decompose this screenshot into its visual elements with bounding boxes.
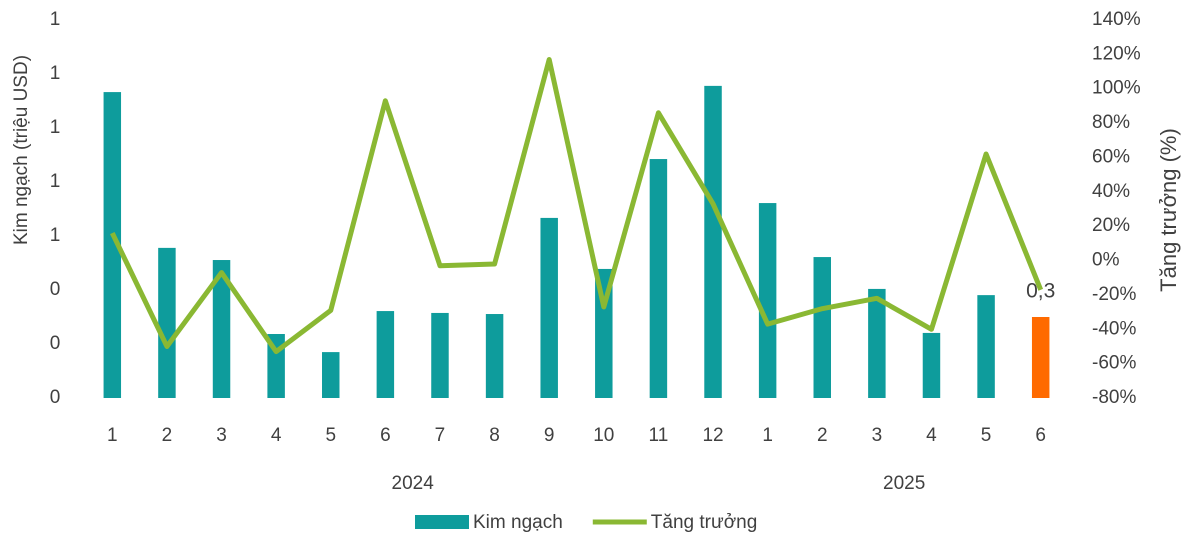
x-tick-label: 12 <box>702 425 723 446</box>
y-tick-label: 1 <box>50 171 61 192</box>
x-tick-label: 1 <box>107 425 118 446</box>
y2-tick-label: -20% <box>1092 284 1136 305</box>
y-tick-label: 1 <box>50 9 61 30</box>
x-tick-label: 4 <box>271 425 282 446</box>
data-label: 0,3 <box>1026 280 1055 303</box>
y2-tick-label: 20% <box>1092 215 1130 236</box>
x-tick-label: 6 <box>1035 425 1046 446</box>
y2-tick-label: -60% <box>1092 353 1136 374</box>
bar <box>704 85 722 398</box>
x-tick-label: 5 <box>981 425 992 446</box>
legend-label: Kim ngạch <box>473 512 563 533</box>
x-group-label: 2024 <box>392 473 435 494</box>
x-tick-label: 11 <box>649 425 669 446</box>
y2-axis-title: Tăng trưởng (%) <box>1156 128 1181 292</box>
bar <box>977 295 995 398</box>
bar <box>540 217 558 398</box>
bar <box>212 260 231 398</box>
y2-tick-label: 120% <box>1092 43 1141 64</box>
x-group-label: 2025 <box>883 473 925 494</box>
bar <box>376 311 395 398</box>
y2-tick-label: -80% <box>1092 387 1136 408</box>
x-tick-label: 4 <box>926 425 937 446</box>
y-tick-label: 1 <box>50 117 61 138</box>
y2-tick-label: 60% <box>1092 146 1130 167</box>
x-tick-label: 6 <box>380 425 391 446</box>
y-tick-label: 0 <box>50 387 61 408</box>
y2-tick-label: 40% <box>1092 181 1130 202</box>
bar <box>649 159 668 398</box>
x-tick-label: 8 <box>489 425 500 446</box>
x-tick-label: 10 <box>593 425 614 446</box>
legend-label: Tăng trưởng <box>651 512 758 533</box>
y2-tick-label: 140% <box>1092 9 1141 30</box>
bar <box>758 203 777 398</box>
bar <box>868 288 886 398</box>
legend-swatch <box>415 515 469 529</box>
x-tick-label: 9 <box>544 425 555 446</box>
y-tick-label: 1 <box>50 63 61 84</box>
bar <box>813 257 831 398</box>
x-tick-label: 3 <box>216 425 227 446</box>
bar <box>103 92 122 398</box>
y-tick-label: 0 <box>50 279 61 300</box>
bar <box>322 352 340 398</box>
x-tick-label: 2 <box>817 425 828 446</box>
x-tick-label: 5 <box>325 425 336 446</box>
y-axis-title: Kim ngạch (triệu USD) <box>11 55 32 245</box>
y2-tick-label: 80% <box>1092 112 1130 133</box>
y2-tick-label: 0% <box>1092 250 1120 271</box>
x-tick-label: 2 <box>162 425 173 446</box>
bar <box>158 247 176 398</box>
y-tick-label: 0 <box>50 333 61 354</box>
y-tick-label: 1 <box>50 225 61 246</box>
bar <box>431 312 449 398</box>
x-tick-label: 3 <box>872 425 883 446</box>
y2-tick-label: 100% <box>1092 78 1141 99</box>
x-tick-label: 1 <box>762 425 773 446</box>
bar <box>1031 317 1050 398</box>
line <box>110 57 1044 355</box>
bar <box>485 314 504 398</box>
bar <box>922 332 941 398</box>
bar <box>595 268 613 398</box>
x-tick-label: 7 <box>435 425 446 446</box>
y2-tick-label: -40% <box>1092 318 1136 339</box>
